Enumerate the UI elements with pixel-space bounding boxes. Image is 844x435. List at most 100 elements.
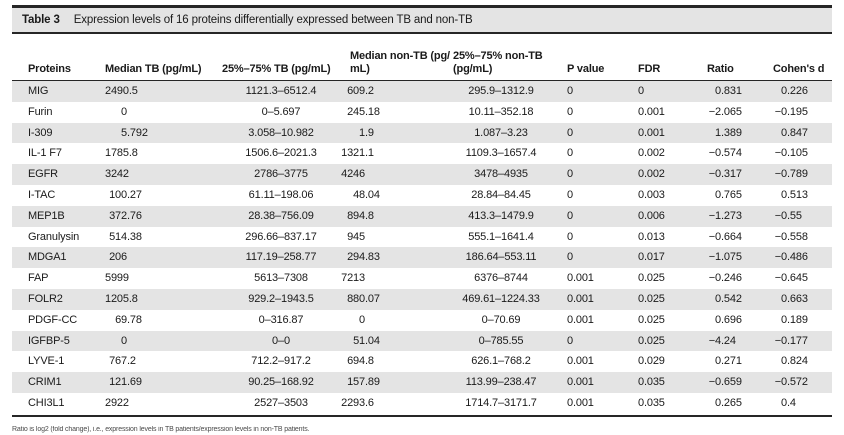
table-row: MDGA1 206 117.19–258.77 294.83 186.64–553.11… [12,247,832,269]
cell-range_ntb: 113.99–238.47 [465,376,537,389]
cell-fdr: 0 [638,85,644,97]
cell-protein: CHI3L1 [28,396,65,409]
cell-cohens_d: 0.4 [781,396,796,409]
cell-range_ntb: 1.087–3.23 [474,126,528,139]
cell-range_ntb: 469.61–1224.33 [462,292,540,305]
cell-median_tb: 121.69 [109,376,142,389]
cell-median_ntb: 1321.1 [341,147,374,160]
cell-p_value: 0 [567,168,573,181]
table-row: IGFBP-5 0 0–0 51.04 0–785.55 0 0.025 −4.24 −0.17… [12,330,832,352]
table-row: I-TAC 100.27 61.11–198.06 48.04 28.84–84.45 0… [12,185,832,206]
cell-ratio: 0.265 [715,396,742,409]
table-header: Proteins Median TB (pg/mL) 25%–75% TB (pg/… [12,34,832,81]
cell-fdr: 0.035 [638,396,665,409]
cell-ratio: −0.246 [708,272,742,285]
cell-range_ntb: 1109.3–1657.4 [465,147,537,160]
cell-range_ntb: 413.3–1479.9 [468,209,534,222]
cell-fdr: 0.006 [638,209,665,222]
cell-median_tb: 0 [121,105,127,118]
cell-protein: Granulysin [28,230,80,243]
cell-protein: PDGF-CC [28,313,78,326]
table-row: CRIM1 121.69 90.25–168.92 157.89 113.99–238.… [12,372,832,393]
cell-cohens_d: −0.105 [774,147,808,160]
table-row: MEP1B 372.76 28.38–756.09 894.8 413.3–1479.9… [12,205,832,227]
cell-median_tb: 514.38 [109,230,142,243]
cell-median_ntb: 0 [359,313,365,326]
cell-ratio: −1.273 [708,209,742,222]
table-footnote: Ratio is log2 (fold change), i.e., expre… [12,425,310,433]
column-header-ratio: Ratio [707,62,734,75]
cell-p_value: 0.001 [567,355,594,368]
cell-range_ntb: 1714.7–3171.7 [465,396,537,409]
cell-protein: IGFBP-5 [28,334,70,347]
cell-median_ntb: 7213 [341,272,365,285]
cell-cohens_d: −0.572 [774,376,808,389]
cell-p_value: 0.001 [567,272,594,285]
cell-p_value: 0.001 [567,292,594,305]
cell-fdr: 0.017 [638,251,665,264]
cell-p_value: 0.001 [567,313,594,326]
cell-fdr: 0.001 [638,126,665,139]
cell-median_ntb: 2293.6 [341,396,374,409]
cell-p_value: 0 [567,188,573,201]
cell-median_tb: 1205.8 [105,292,138,305]
cell-p_value: 0.001 [567,396,594,409]
cell-range_tb: 90.25–168.92 [248,376,314,389]
cell-ratio: 1.389 [715,126,742,139]
cell-median_tb: 767.2 [109,355,136,368]
cell-fdr: 0.035 [638,376,665,389]
cell-ratio: 0.831 [715,85,742,97]
cell-fdr: 0.025 [638,334,665,347]
cell-median_tb: 3242 [105,168,129,181]
cell-p_value: 0 [567,85,573,97]
cell-median_ntb: 48.04 [353,188,380,201]
table-row: FOLR2 1205.8 929.2–1943.5 880.07 469.61–1224… [12,288,832,310]
table-row: LYVE-1 767.2 712.2–917.2 694.8 626.1–768.2 0.… [12,351,832,372]
cell-protein: MDGA1 [28,251,67,264]
column-header-fdr: FDR [638,62,661,75]
cell-median_ntb: 894.8 [347,209,374,222]
cell-cohens_d: −0.55 [774,209,802,222]
cell-median_tb: 1785.8 [105,147,138,160]
cell-median_tb: 0 [121,334,127,347]
cell-p_value: 0.001 [567,376,594,389]
cell-median_tb: 5.792 [121,126,148,139]
cell-cohens_d: 0.663 [781,292,808,305]
cell-median_ntb: 4246 [341,168,365,181]
cell-range_ntb: 28.84–84.45 [471,188,531,201]
cell-p_value: 0 [567,209,573,222]
table-row: PDGF-CC 69.78 0–316.87 0 0–70.69 0.001 0.025 0.… [12,310,832,331]
cell-range_ntb: 555.1–1641.4 [468,230,534,243]
cell-median_tb: 372.76 [109,209,142,222]
table-row: I-309 5.792 3.058–10.982 1.9 1.087–3.23 0 0.00… [12,122,832,144]
cell-p_value: 0 [567,251,573,264]
cell-range_ntb: 10.11–352.18 [468,105,534,118]
cell-cohens_d: −0.789 [774,168,808,181]
column-header-range_tb: 25%–75% TB (pg/mL) [222,62,331,75]
cell-range_tb: 3.058–10.982 [248,126,314,139]
cell-p_value: 0 [567,334,573,347]
cell-cohens_d: 0.847 [781,126,808,139]
column-header-protein: Proteins [28,62,71,75]
cell-median_ntb: 245.18 [347,105,380,118]
cell-protein: MIG [28,85,49,97]
table-row: Granulysin 514.38 296.66–837.17 945 555.1–16… [12,227,832,248]
table3-container: Table 3 Expression levels of 16 proteins… [12,5,832,434]
table-row: EGFR 3242 2786–3775 4246 3478–4935 0 0.002 −0.3… [12,164,832,185]
cell-ratio: 0.271 [715,355,742,368]
cell-ratio: −0.659 [708,376,742,389]
cell-median_ntb: 694.8 [347,355,374,368]
table-row: CHI3L1 2922 2527–3503 2293.6 1714.7–3171.7 0.… [12,393,832,414]
cell-range_tb: 296.66–837.17 [245,230,317,243]
cell-protein: MEP1B [28,209,65,222]
cell-range_tb: 117.19–258.77 [245,251,317,264]
cell-range_tb: 1121.3–6512.4 [245,85,317,97]
cell-range_ntb: 186.64–553.11 [465,251,537,264]
cell-range_tb: 61.11–198.06 [248,188,314,201]
cell-range_tb: 2786–3775 [254,168,308,181]
cell-range_ntb: 626.1–768.2 [471,355,531,368]
header-row: Proteins Median TB (pg/mL) 25%–75% TB (pg/… [12,34,832,81]
cell-protein: I-309 [28,126,53,139]
cell-range_tb: 929.2–1943.5 [248,292,314,305]
cell-cohens_d: −0.486 [774,251,808,264]
